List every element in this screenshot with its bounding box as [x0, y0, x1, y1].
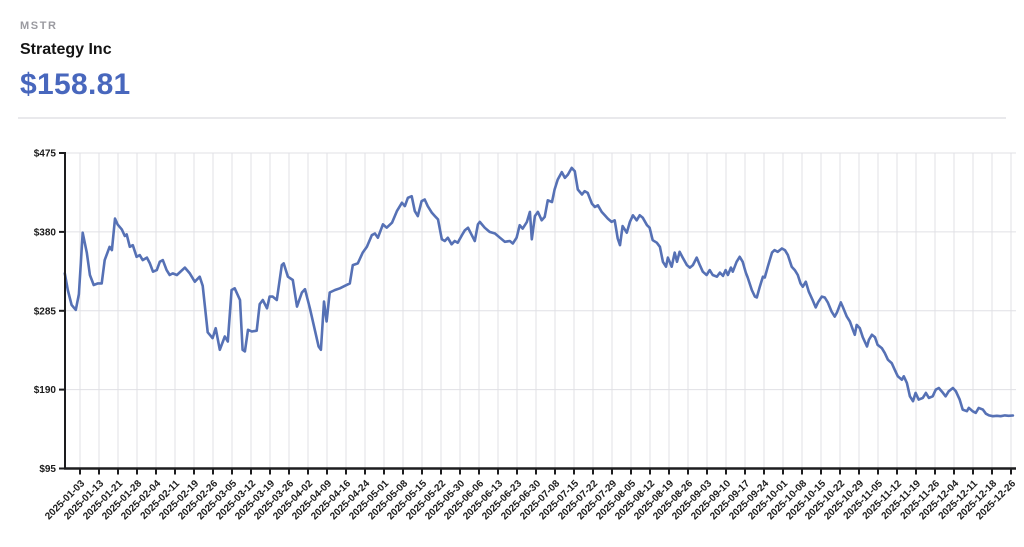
- company-name: Strategy Inc: [20, 41, 112, 58]
- x-axis-labels: 2025-01-032025-01-132025-01-212025-01-28…: [43, 478, 1018, 522]
- y-axis-labels: $475 $380 $285 $190 $95: [34, 149, 57, 476]
- header-divider: [18, 117, 1006, 119]
- current-price: $158.81: [20, 68, 131, 101]
- price-line-series[interactable]: [63, 166, 1015, 418]
- y-tick-label: $95: [39, 464, 56, 475]
- y-tick-label: $285: [34, 306, 57, 317]
- quote-header: MSTR Strategy Inc $158.81: [20, 20, 131, 102]
- gridlines: [65, 152, 1016, 469]
- tick-marks: [59, 152, 1012, 475]
- y-tick-label: $380: [34, 227, 57, 238]
- ticker-symbol: MSTR: [20, 20, 58, 32]
- y-tick-label: $190: [34, 385, 57, 396]
- y-tick-label: $475: [34, 149, 57, 160]
